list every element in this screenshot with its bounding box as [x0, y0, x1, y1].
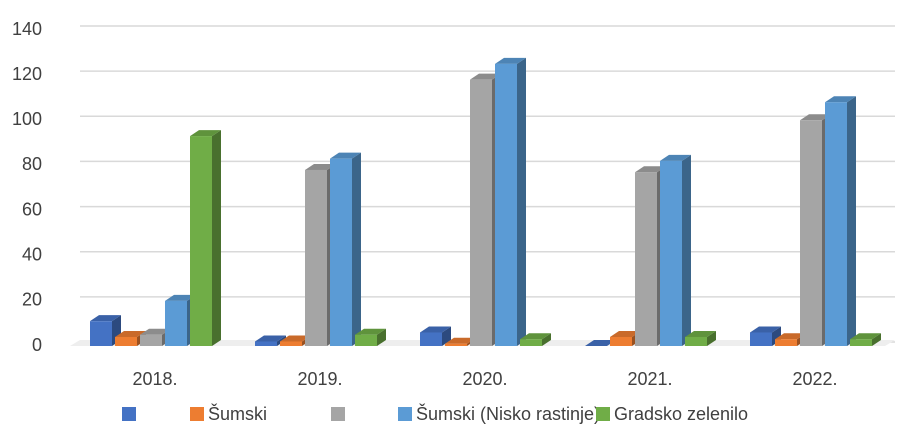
bar-top: [190, 130, 221, 137]
bar: [800, 120, 822, 347]
y-tick-label: 20: [22, 290, 42, 310]
legend-swatch: [331, 407, 345, 421]
bar: [255, 341, 277, 346]
bar-top: [255, 335, 286, 342]
bar-side: [377, 328, 386, 346]
bar-top: [305, 163, 336, 170]
bar-side: [442, 326, 451, 346]
bar-side: [707, 330, 716, 346]
y-tick-label: 40: [22, 244, 42, 264]
bar: [495, 63, 517, 346]
bar: [420, 332, 442, 346]
bar: [685, 336, 707, 346]
bar-side: [872, 333, 881, 346]
x-tick-label: 2021.: [627, 369, 672, 389]
bar: [280, 341, 302, 346]
legend-label: Šumski (Nisko rastinje): [416, 403, 600, 424]
bar: [330, 158, 352, 346]
bar-top: [685, 330, 716, 337]
bar-top: [470, 73, 501, 80]
bar-top: [520, 333, 551, 340]
bar: [775, 339, 797, 346]
bar-top: [800, 114, 831, 121]
bar-top: [775, 333, 806, 340]
bar-top: [420, 326, 451, 333]
x-tick-label: 2022.: [792, 369, 837, 389]
legend-swatch: [398, 407, 412, 421]
bar-side: [847, 96, 856, 346]
y-tick-label: 100: [12, 109, 42, 129]
bar-top: [165, 294, 196, 301]
bar-top: [115, 330, 146, 337]
bar-top: [850, 333, 881, 340]
bar-top: [750, 326, 781, 333]
legend-label: Šumski: [208, 403, 267, 424]
bar: [140, 334, 162, 346]
bar-side: [542, 333, 551, 346]
x-tick-label: 2018.: [132, 369, 177, 389]
bar: [520, 339, 542, 346]
bar: [850, 339, 872, 346]
y-tick-label: 140: [12, 19, 42, 39]
bar: [750, 332, 772, 346]
bar-top: [90, 315, 121, 322]
bar-top: [355, 328, 386, 335]
bar-top: [585, 340, 616, 346]
bar-top: [660, 154, 691, 161]
bar-top: [445, 337, 476, 344]
bar-top: [495, 57, 526, 64]
bar-top: [280, 335, 311, 342]
bar: [470, 79, 492, 347]
bar: [445, 343, 467, 346]
legend-swatch: [122, 407, 136, 421]
bar-top: [140, 328, 171, 335]
bar: [165, 300, 187, 346]
bar: [115, 336, 137, 346]
bar: [90, 321, 112, 346]
y-tick-label: 0: [32, 335, 42, 355]
bar-top: [825, 96, 856, 103]
legend-swatch: [596, 407, 610, 421]
bar-top: [635, 166, 666, 173]
x-tick-label: 2019.: [297, 369, 342, 389]
bar: [305, 169, 327, 346]
bar-side: [352, 152, 361, 346]
bar-top: [610, 330, 641, 337]
y-tick-label: 60: [22, 199, 42, 219]
bar: [610, 336, 632, 346]
y-tick-label: 80: [22, 154, 42, 174]
bar-side: [682, 154, 691, 346]
x-tick-label: 2020.: [462, 369, 507, 389]
y-tick-label: 120: [12, 64, 42, 84]
bar: [190, 136, 212, 346]
bar-side: [212, 130, 221, 346]
bar-side: [517, 57, 526, 346]
bar-top: [330, 152, 361, 159]
legend-swatch: [190, 407, 204, 421]
bar: [635, 172, 657, 346]
bar: [825, 102, 847, 346]
legend-label: Gradsko zelenilo: [614, 404, 748, 424]
bar: [355, 334, 377, 346]
bar: [660, 160, 682, 346]
